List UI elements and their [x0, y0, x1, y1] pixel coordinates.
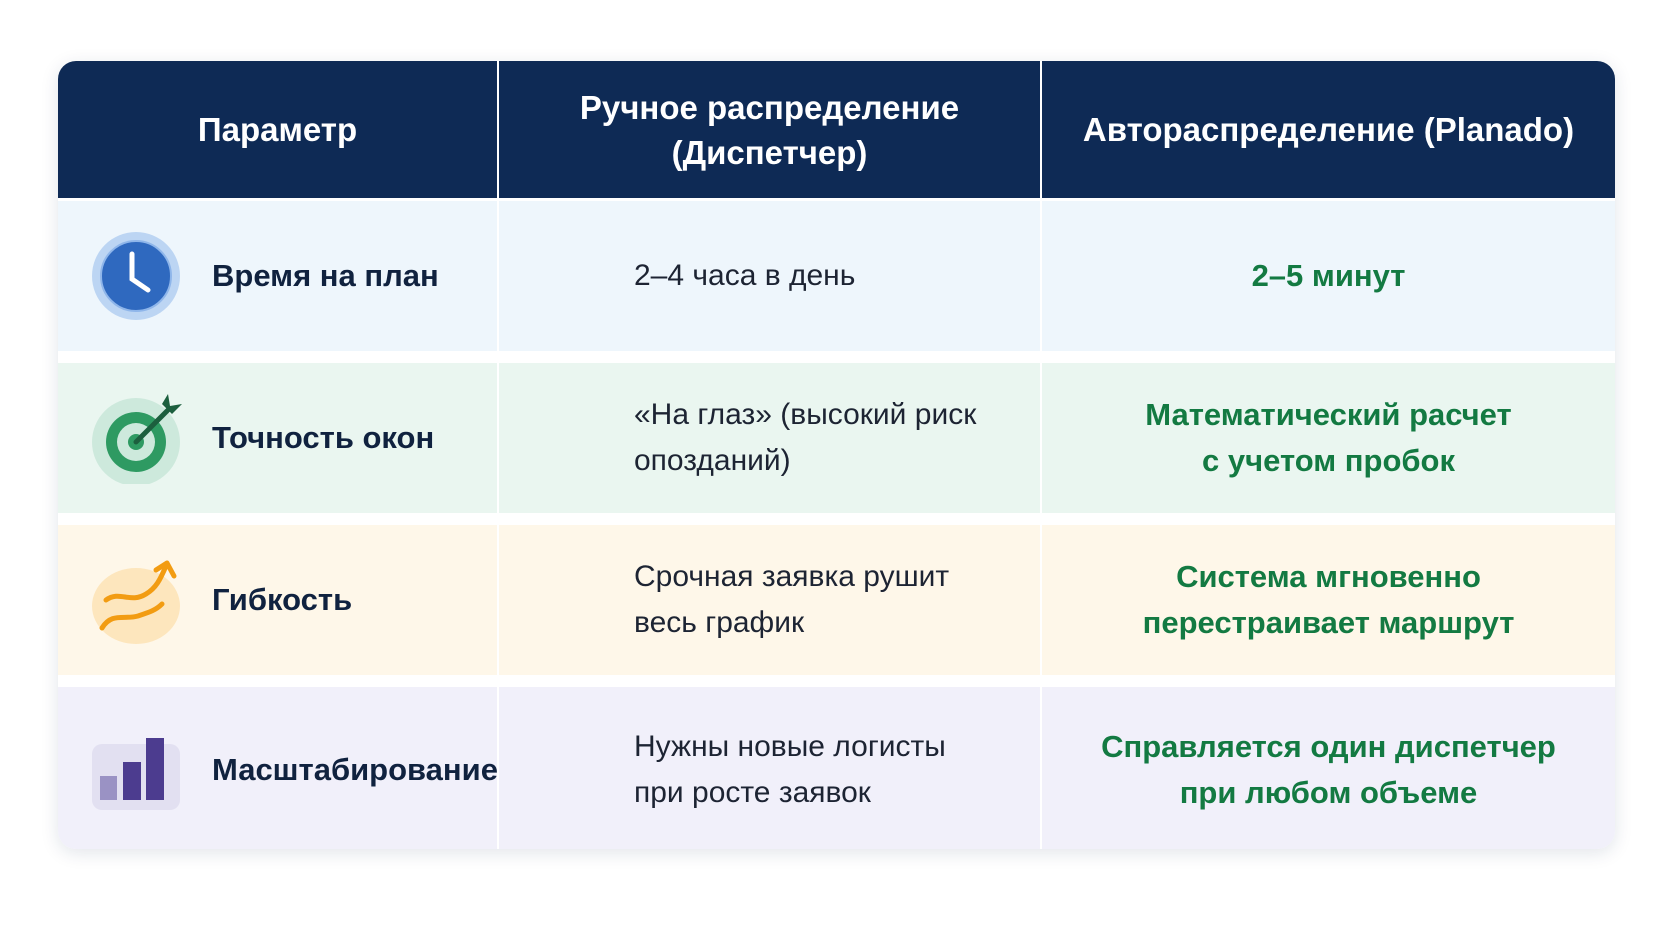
param-label: Точность окон — [212, 420, 435, 455]
param-cell: Время на план — [58, 201, 497, 351]
header-label: Ручное распределение (Диспетчер) — [579, 88, 960, 171]
table-header: Параметр Ручное распределение (Диспетчер… — [58, 61, 1615, 198]
header-parameter: Параметр — [58, 61, 497, 198]
param-cell: Точность окон — [58, 363, 497, 513]
header-label: Параметр — [197, 111, 358, 148]
table-row: Масштабирование Нужны новые логисты при … — [58, 684, 1615, 849]
manual-value: Нужны новые логисты при росте заявок — [497, 687, 1040, 849]
param-label: Масштабирование — [212, 751, 498, 787]
manual-value: 2–4 часа в день — [497, 201, 1040, 351]
auto-value: Математический расчет с учетом пробок — [1040, 363, 1615, 513]
manual-value: «На глаз» (высокий риск опозданий) — [497, 363, 1040, 513]
param-cell: Масштабирование — [58, 687, 498, 849]
header-manual: Ручное распределение (Диспетчер) — [497, 61, 1040, 198]
clock-icon — [92, 232, 180, 320]
comparison-table: Параметр Ручное распределение (Диспетчер… — [58, 61, 1615, 849]
header-auto: Автораспределение (Planado) — [1040, 61, 1615, 198]
bar-chart-icon — [92, 737, 180, 810]
header-label: Автораспределение (Planado) — [1082, 111, 1575, 148]
auto-value: Система мгновенно перестраивает маршрут — [1040, 525, 1615, 675]
table-row: Время на план 2–4 часа в день 2–5 минут — [58, 198, 1615, 351]
param-cell: Гибкость — [58, 525, 497, 675]
auto-value: Справляется один диспетчер при любом объ… — [1040, 687, 1615, 849]
table-row: Гибкость Срочная заявка рушит весь графи… — [58, 522, 1615, 675]
manual-value: Срочная заявка рушит весь график — [497, 525, 1040, 675]
auto-value: 2–5 минут — [1040, 201, 1615, 351]
target-dart-icon — [92, 394, 182, 484]
param-label: Гибкость — [212, 582, 353, 617]
param-label: Время на план — [212, 258, 439, 293]
wavy-arrow-up-icon — [92, 560, 180, 644]
table-row: Точность окон «На глаз» (высокий риск оп… — [58, 360, 1615, 513]
